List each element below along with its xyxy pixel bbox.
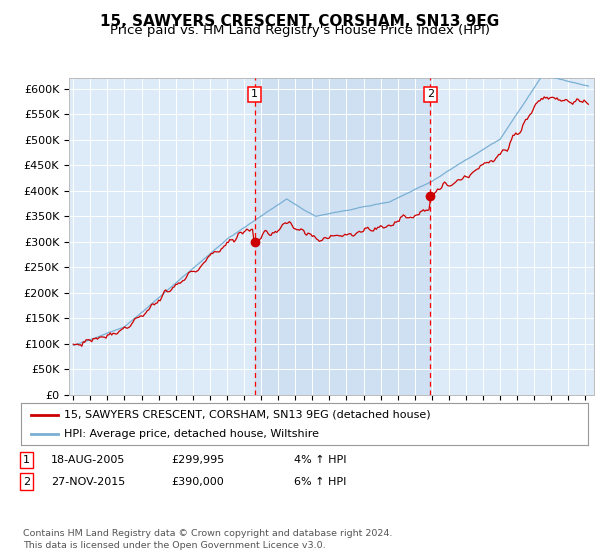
Text: 1: 1: [23, 455, 30, 465]
Text: 2: 2: [427, 90, 434, 100]
Text: 1: 1: [251, 90, 258, 100]
Text: Price paid vs. HM Land Registry's House Price Index (HPI): Price paid vs. HM Land Registry's House …: [110, 24, 490, 36]
Text: 4% ↑ HPI: 4% ↑ HPI: [294, 455, 347, 465]
Bar: [255, 78, 430, 395]
Text: HPI: Average price, detached house, Wiltshire: HPI: Average price, detached house, Wilt…: [64, 429, 319, 439]
Text: 15, SAWYERS CRESCENT, CORSHAM, SN13 9EG (detached house): 15, SAWYERS CRESCENT, CORSHAM, SN13 9EG …: [64, 409, 430, 419]
Text: 18-AUG-2005: 18-AUG-2005: [51, 455, 125, 465]
Text: £299,995: £299,995: [171, 455, 224, 465]
Text: 27-NOV-2015: 27-NOV-2015: [51, 477, 125, 487]
Text: 15, SAWYERS CRESCENT, CORSHAM, SN13 9EG: 15, SAWYERS CRESCENT, CORSHAM, SN13 9EG: [100, 14, 500, 29]
Text: 6% ↑ HPI: 6% ↑ HPI: [294, 477, 346, 487]
Text: £390,000: £390,000: [171, 477, 224, 487]
Text: 2: 2: [23, 477, 30, 487]
Text: Contains HM Land Registry data © Crown copyright and database right 2024.
This d: Contains HM Land Registry data © Crown c…: [23, 529, 392, 550]
